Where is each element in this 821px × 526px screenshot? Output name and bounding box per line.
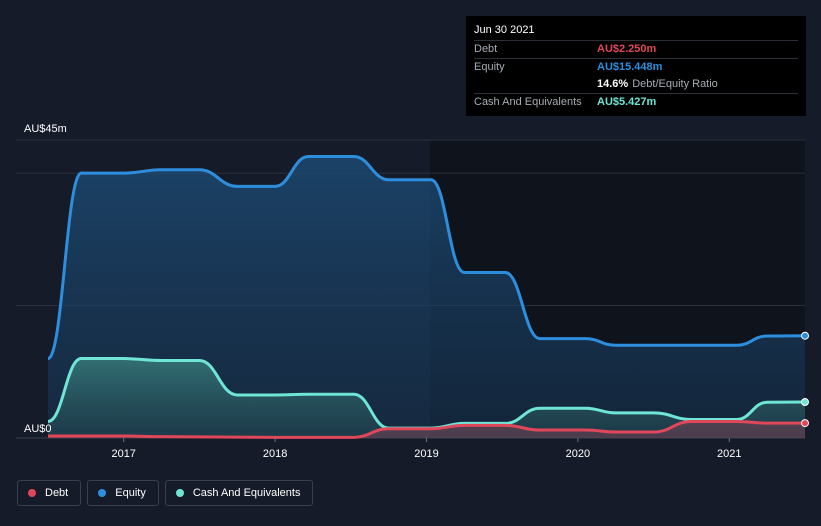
legend-dot-equity [98,489,107,497]
series-lines [46,155,806,439]
debt-end-dot [801,419,809,428]
x-tick-label: 2018 [263,448,287,460]
legend-dot-debt [28,489,36,497]
legend-label-debt: Debt [45,487,69,499]
tooltip-ratio-row: 14.6% Debt/Equity Ratio [474,76,798,93]
y-axis-top-label: AU$45m [24,123,67,135]
series-end-dots [801,331,809,428]
legend-label-cash: Cash And Equivalents [192,487,301,499]
tooltip-cash-label: Cash And Equivalents [474,96,582,108]
y-axis-bottom-label: AU$0 [24,423,52,435]
tooltip-equity-value: AU$15.448m [597,61,663,73]
legend-item-equity[interactable]: Equity [87,480,159,506]
legend-dot-cash [175,489,184,497]
equity-area [48,156,805,439]
tooltip-cash-row: Cash And Equivalents AU$5.427m [474,93,798,111]
equity-end-dot [801,331,809,340]
tooltip-cash-value: AU$5.427m [597,96,657,108]
equity-line [46,155,806,361]
tooltip-ratio-label: Debt/Equity Ratio [632,78,718,90]
tooltip-debt-label: Debt [474,43,498,55]
legend-item-cash[interactable]: Cash And Equivalents [164,480,314,506]
legend-item-debt[interactable]: Debt [17,480,82,506]
x-tick-label: 2019 [414,448,438,460]
data-tooltip: Jun 30 2021 Debt AU$2.250m Equity AU$15.… [466,16,806,116]
tooltip-debt-row: Debt AU$2.250m [474,40,798,58]
x-tick-label: 2017 [111,448,135,460]
cash-and-equivalents-end-dot [801,398,809,407]
legend-label-equity: Equity [115,487,146,499]
x-tick-label: 2020 [566,448,590,460]
x-axis-ticks: 2017 2018 2019 2020 2021 [111,438,742,460]
tooltip-date: Jun 30 2021 [474,24,535,36]
tooltip-debt-value: AU$2.250m [597,43,657,55]
tooltip-equity-row: Equity AU$15.448m [474,58,798,76]
x-tick-label: 2021 [717,448,741,460]
tooltip-ratio-value: 14.6% [597,78,629,90]
debt-line [47,419,805,439]
chart-legend: Debt Equity Cash And Equivalents [17,480,314,506]
tooltip-equity-label: Equity [474,61,505,73]
cash-and-equivalents-area [48,358,805,438]
